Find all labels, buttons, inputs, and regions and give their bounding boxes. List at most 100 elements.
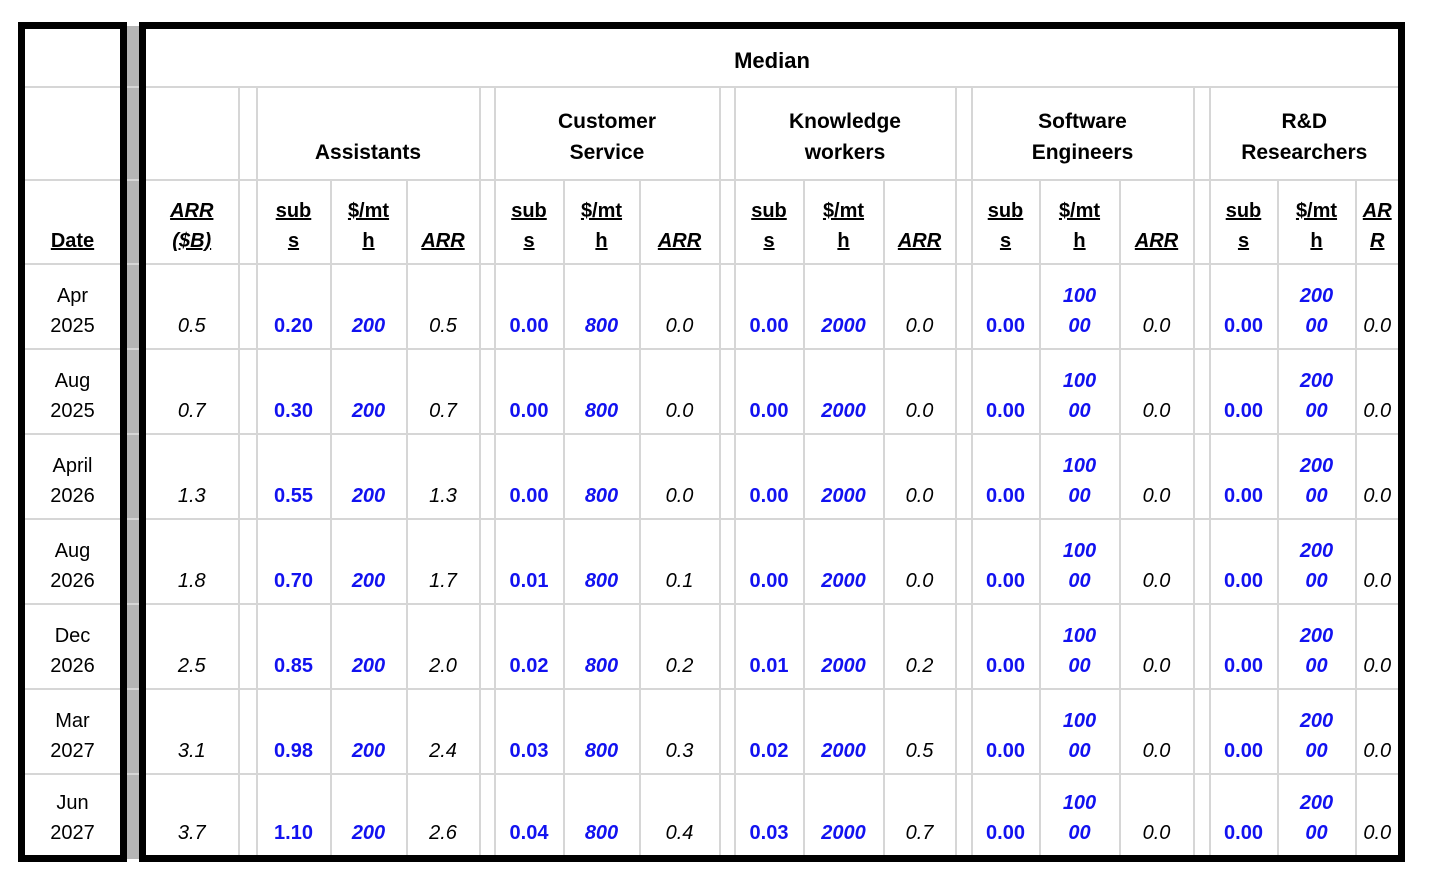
- arr-cell[interactable]: 0.2: [638, 602, 721, 690]
- rate-cell[interactable]: 800: [562, 602, 641, 690]
- arr-cell[interactable]: 0.0: [638, 347, 721, 435]
- rate-column-header[interactable]: $/mt h: [802, 178, 885, 265]
- rate-cell[interactable]: 100 00: [1038, 347, 1121, 435]
- rate-cell[interactable]: 200: [329, 772, 408, 862]
- subs-cell[interactable]: 0.02: [493, 602, 565, 690]
- subs-cell[interactable]: 0.04: [493, 772, 565, 862]
- arr-cell[interactable]: 0.0: [1118, 772, 1195, 862]
- rate-cell[interactable]: 200 00: [1276, 602, 1357, 690]
- arr-cell[interactable]: 0.0: [882, 262, 957, 350]
- rate-cell[interactable]: 100 00: [1038, 602, 1121, 690]
- arr-cell[interactable]: 0.7: [882, 772, 957, 862]
- rate-cell[interactable]: 800: [562, 772, 641, 862]
- arr-cell[interactable]: 0.0: [1118, 347, 1195, 435]
- subs-cell[interactable]: 0.00: [970, 602, 1041, 690]
- arr-cell[interactable]: 0.1: [638, 517, 721, 605]
- subs-cell[interactable]: 0.00: [970, 262, 1041, 350]
- date-cell[interactable]: Aug 2025: [18, 347, 127, 435]
- subs-cell[interactable]: 0.00: [1208, 772, 1279, 862]
- arr-cell[interactable]: 0.4: [638, 772, 721, 862]
- rate-cell[interactable]: 200 00: [1276, 517, 1357, 605]
- arr-cell[interactable]: 0.0: [1354, 347, 1405, 435]
- subs-cell[interactable]: 0.03: [733, 772, 805, 862]
- arr-column-header[interactable]: ARR: [1118, 178, 1195, 265]
- subs-cell[interactable]: 0.00: [1208, 602, 1279, 690]
- arr-cell[interactable]: 0.0: [1354, 687, 1405, 775]
- subs-cell[interactable]: 0.00: [970, 772, 1041, 862]
- group-header-rd-researchers[interactable]: R&D Researchers: [1208, 85, 1405, 181]
- rate-cell[interactable]: 800: [562, 687, 641, 775]
- subs-cell[interactable]: 0.00: [733, 347, 805, 435]
- arr-cell[interactable]: 0.0: [882, 432, 957, 520]
- rate-column-header[interactable]: $/mt h: [329, 178, 408, 265]
- subs-cell[interactable]: 0.00: [970, 432, 1041, 520]
- rate-cell[interactable]: 200 00: [1276, 687, 1357, 775]
- arr-cell[interactable]: 2.4: [405, 687, 481, 775]
- arr-total-cell[interactable]: 0.5: [139, 262, 240, 350]
- subs-cell[interactable]: 0.70: [255, 517, 332, 605]
- arr-cell[interactable]: 2.6: [405, 772, 481, 862]
- rate-cell[interactable]: 800: [562, 347, 641, 435]
- subs-cell[interactable]: 0.00: [1208, 687, 1279, 775]
- arr-cell[interactable]: 0.0: [1118, 687, 1195, 775]
- arr-cell[interactable]: 0.2: [882, 602, 957, 690]
- arr-total-cell[interactable]: 1.3: [139, 432, 240, 520]
- subs-cell[interactable]: 0.55: [255, 432, 332, 520]
- table-title[interactable]: Median: [139, 22, 1405, 88]
- subs-column-header[interactable]: sub s: [255, 178, 332, 265]
- rate-cell[interactable]: 200: [329, 602, 408, 690]
- subs-column-header[interactable]: sub s: [733, 178, 805, 265]
- arr-cell[interactable]: 0.0: [1354, 602, 1405, 690]
- rate-cell[interactable]: 2000: [802, 687, 885, 775]
- arr-cell[interactable]: 0.0: [1118, 602, 1195, 690]
- rate-cell[interactable]: 200: [329, 262, 408, 350]
- rate-column-header[interactable]: $/mt h: [1276, 178, 1357, 265]
- subs-cell[interactable]: 0.98: [255, 687, 332, 775]
- arr-cell[interactable]: 0.0: [638, 262, 721, 350]
- arr-column-header[interactable]: ARR: [882, 178, 957, 265]
- arr-total-column-header[interactable]: ARR ($B): [139, 178, 240, 265]
- arr-total-cell[interactable]: 0.7: [139, 347, 240, 435]
- subs-cell[interactable]: 0.00: [733, 517, 805, 605]
- subs-cell[interactable]: 1.10: [255, 772, 332, 862]
- rate-cell[interactable]: 100 00: [1038, 687, 1121, 775]
- subs-cell[interactable]: 0.00: [493, 347, 565, 435]
- rate-cell[interactable]: 200: [329, 687, 408, 775]
- subs-cell[interactable]: 0.00: [493, 262, 565, 350]
- rate-cell[interactable]: 2000: [802, 772, 885, 862]
- rate-cell[interactable]: 2000: [802, 262, 885, 350]
- arr-cell[interactable]: 0.0: [882, 517, 957, 605]
- subs-cell[interactable]: 0.00: [970, 687, 1041, 775]
- arr-cell[interactable]: 0.5: [882, 687, 957, 775]
- subs-cell[interactable]: 0.00: [493, 432, 565, 520]
- rate-cell[interactable]: 800: [562, 517, 641, 605]
- group-header-knowledge-workers[interactable]: Knowledge workers: [733, 85, 957, 181]
- subs-cell[interactable]: 0.00: [1208, 347, 1279, 435]
- subs-cell[interactable]: 0.00: [1208, 432, 1279, 520]
- rate-cell[interactable]: 2000: [802, 602, 885, 690]
- group-header-customer-service[interactable]: Customer Service: [493, 85, 721, 181]
- subs-column-header[interactable]: sub s: [493, 178, 565, 265]
- arr-column-header[interactable]: ARR: [638, 178, 721, 265]
- subs-cell[interactable]: 0.01: [493, 517, 565, 605]
- subs-cell[interactable]: 0.00: [733, 262, 805, 350]
- rate-cell[interactable]: 200 00: [1276, 432, 1357, 520]
- rate-cell[interactable]: 100 00: [1038, 517, 1121, 605]
- arr-total-cell[interactable]: 1.8: [139, 517, 240, 605]
- date-column-header[interactable]: Date: [18, 178, 127, 265]
- subs-cell[interactable]: 0.85: [255, 602, 332, 690]
- arr-cell[interactable]: 0.0: [1354, 517, 1405, 605]
- arr-cell[interactable]: 0.0: [1118, 262, 1195, 350]
- arr-total-cell[interactable]: 3.7: [139, 772, 240, 862]
- arr-column-header[interactable]: AR R: [1354, 178, 1405, 265]
- arr-cell[interactable]: 0.0: [1118, 432, 1195, 520]
- arr-cell[interactable]: 0.0: [1354, 432, 1405, 520]
- subs-cell[interactable]: 0.02: [733, 687, 805, 775]
- rate-cell[interactable]: 100 00: [1038, 262, 1121, 350]
- subs-cell[interactable]: 0.03: [493, 687, 565, 775]
- arr-column-header[interactable]: ARR: [405, 178, 481, 265]
- date-cell[interactable]: Mar 2027: [18, 687, 127, 775]
- rate-cell[interactable]: 100 00: [1038, 432, 1121, 520]
- arr-cell[interactable]: 0.0: [1354, 772, 1405, 862]
- date-cell[interactable]: Aug 2026: [18, 517, 127, 605]
